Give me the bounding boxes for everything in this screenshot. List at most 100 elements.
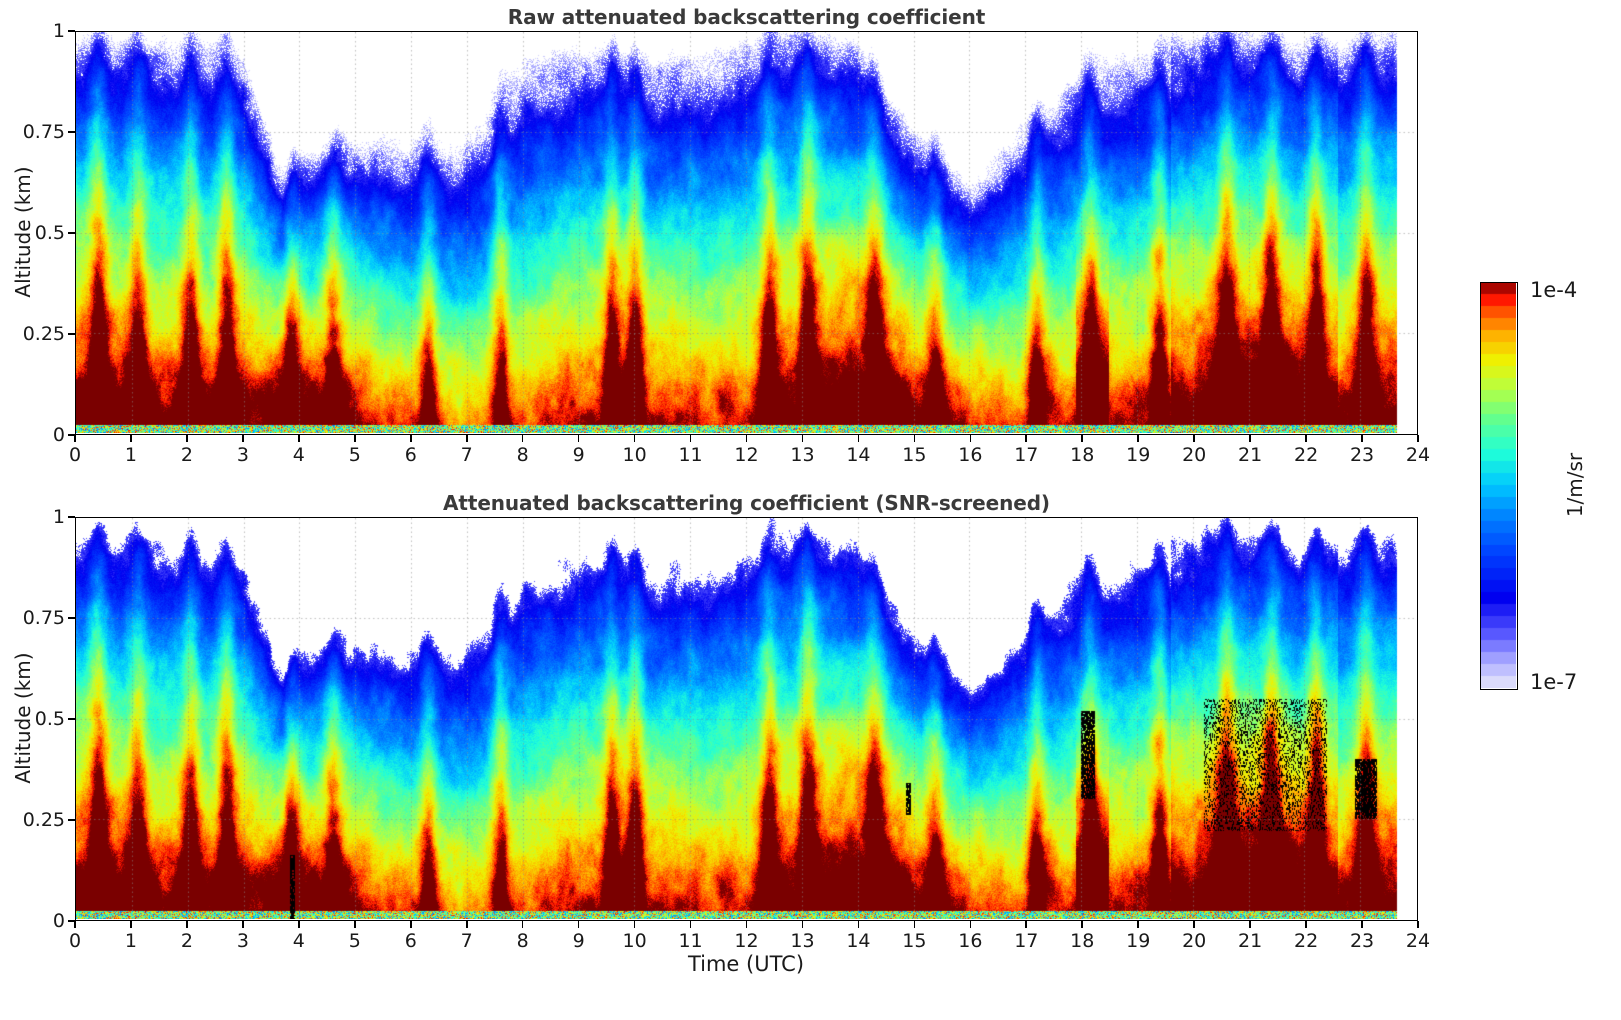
y-tick-label: 0: [52, 424, 65, 446]
x-tick-label: 11: [678, 930, 703, 952]
x-tick-label: 22: [1293, 930, 1319, 952]
x-tick-label: 1: [124, 930, 137, 952]
y-tick: [68, 819, 75, 821]
x-tick-label: 6: [404, 444, 417, 466]
heatmap-raw: [76, 32, 1416, 433]
y-tick-label: 0.25: [22, 323, 65, 345]
x-tick: [186, 435, 188, 442]
x-tick-label: 20: [1182, 930, 1207, 952]
x-tick-label: 14: [846, 444, 871, 466]
colorbar-max-label: 1e-4: [1530, 278, 1578, 302]
x-tick: [857, 435, 860, 442]
x-tick: [242, 921, 244, 928]
axes-raw[interactable]: [75, 31, 1418, 435]
colorbar-gradient: [1481, 283, 1516, 688]
y-tick-label: 0.5: [34, 222, 65, 244]
x-tick-label: 7: [460, 444, 473, 466]
y-tick-label: 0.25: [22, 809, 65, 831]
x-axis-label: Time (UTC): [687, 952, 805, 976]
x-tick-label: 16: [958, 444, 983, 466]
x-tick-label: 3: [236, 444, 249, 466]
x-tick: [1193, 435, 1195, 442]
x-tick: [913, 435, 916, 442]
x-tick: [465, 435, 468, 442]
x-tick-label: 16: [958, 930, 983, 952]
x-tick: [577, 921, 580, 928]
x-tick: [521, 921, 524, 928]
x-tick: [1025, 435, 1028, 442]
x-tick-label: 5: [348, 444, 361, 466]
x-tick: [689, 921, 692, 928]
y-tick: [68, 920, 75, 922]
x-tick: [633, 435, 636, 442]
x-tick-label: 10: [622, 930, 647, 952]
x-tick-label: 15: [902, 444, 927, 466]
x-tick-label: 2: [180, 930, 193, 952]
x-tick: [857, 921, 860, 928]
x-tick-label: 0: [68, 444, 82, 466]
x-tick: [74, 435, 76, 442]
y-tick: [68, 516, 75, 518]
x-tick-label: 10: [622, 444, 647, 466]
x-tick-label: 14: [846, 930, 871, 952]
x-tick-label: 11: [678, 444, 703, 466]
y-tick: [68, 232, 75, 234]
y-tick-label: 0.5: [34, 708, 65, 730]
x-tick: [74, 921, 76, 928]
x-tick: [1305, 435, 1307, 442]
y-tick-label: 1: [52, 20, 65, 42]
x-tick: [745, 921, 748, 928]
x-tick: [465, 921, 468, 928]
x-tick-label: 24: [1405, 930, 1431, 952]
colorbar[interactable]: [1480, 282, 1518, 690]
x-tick-label: 23: [1349, 444, 1375, 466]
x-tick: [298, 921, 300, 928]
x-tick-label: 3: [236, 930, 249, 952]
x-tick: [1305, 921, 1307, 928]
y-tick: [68, 333, 75, 335]
x-tick-label: 18: [1070, 930, 1095, 952]
colorbar-unit-label: 1/m/sr: [1563, 452, 1587, 518]
y-tick-label: 0.75: [22, 121, 65, 143]
x-tick: [353, 921, 356, 928]
x-tick-label: 8: [516, 444, 529, 466]
x-tick: [1361, 435, 1363, 442]
x-tick-label: 2: [180, 444, 193, 466]
heatmap-screened: [76, 518, 1416, 919]
x-tick-label: 23: [1349, 930, 1375, 952]
x-tick: [1081, 921, 1084, 928]
x-tick-label: 6: [404, 930, 417, 952]
x-tick-label: 24: [1405, 444, 1431, 466]
x-tick: [521, 435, 524, 442]
y-tick-label: 1: [52, 506, 65, 528]
x-tick: [913, 921, 916, 928]
x-tick-label: 21: [1238, 444, 1263, 466]
x-tick-label: 21: [1238, 930, 1263, 952]
x-tick-label: 22: [1293, 444, 1319, 466]
y-axis-label-screened: Altitude (km): [11, 652, 35, 784]
y-tick: [68, 434, 75, 436]
y-tick-label: 0: [52, 910, 65, 932]
x-tick-label: 4: [292, 930, 305, 952]
y-tick: [68, 30, 75, 32]
x-tick-label: 20: [1182, 444, 1207, 466]
x-tick: [1137, 435, 1139, 442]
x-tick-label: 8: [516, 930, 529, 952]
colorbar-min-label: 1e-7: [1530, 670, 1578, 694]
x-tick: [130, 435, 132, 442]
x-tick: [1193, 921, 1195, 928]
panel-title-raw: Raw attenuated backscattering coefficien…: [507, 5, 986, 29]
y-tick: [68, 131, 75, 133]
axes-screened[interactable]: [75, 517, 1418, 921]
x-tick-label: 19: [1126, 444, 1151, 466]
x-tick: [1081, 435, 1084, 442]
x-tick: [633, 921, 636, 928]
x-tick: [969, 921, 972, 928]
x-tick-label: 4: [292, 444, 305, 466]
y-tick: [68, 718, 75, 720]
x-tick: [801, 435, 804, 442]
x-tick: [1249, 435, 1251, 442]
x-tick: [1249, 921, 1251, 928]
x-tick: [1417, 921, 1419, 928]
